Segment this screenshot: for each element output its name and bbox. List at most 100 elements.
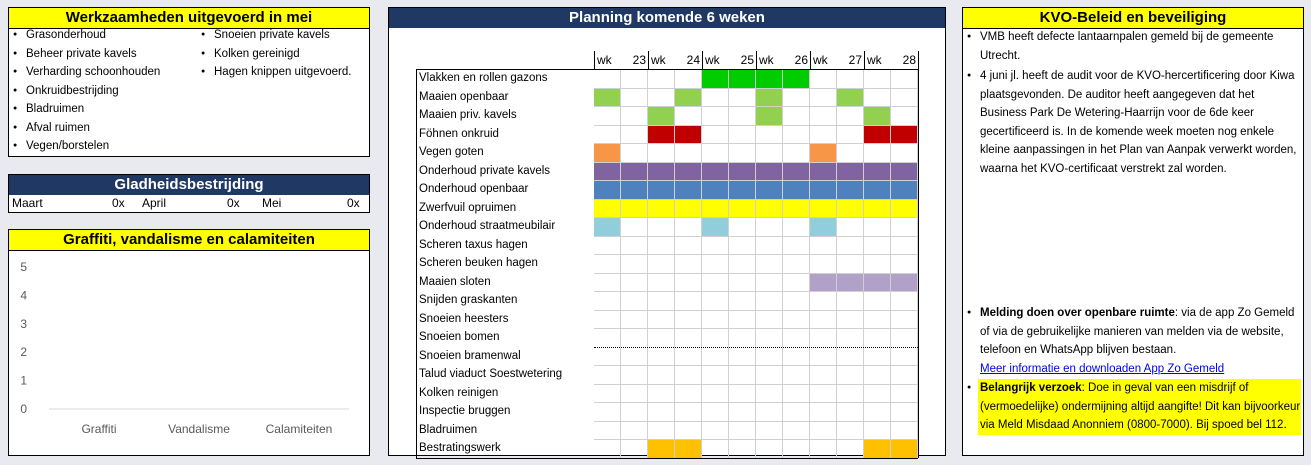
- planning-cell: [648, 255, 675, 273]
- planning-cell: [783, 218, 810, 236]
- planning-cell: [594, 366, 621, 384]
- planning-cell: [594, 70, 621, 88]
- planning-bar: [702, 162, 729, 180]
- planning-cell: [783, 403, 810, 421]
- planning-bar: [594, 181, 621, 199]
- planning-cell: [702, 125, 729, 143]
- planning-bar: [729, 199, 756, 217]
- gladheid-month-2: April: [142, 196, 167, 210]
- planning-cell: [621, 218, 648, 236]
- planning-cell: [864, 236, 891, 254]
- gladheid-month-3: Mei: [262, 196, 282, 210]
- zo-gemeld-link[interactable]: Meer informatie en downloaden App Zo Gem…: [980, 362, 1225, 375]
- verzoek-bold: Belangrijk verzoek: [980, 382, 1082, 394]
- planning-bar: [675, 162, 702, 180]
- planning-cell: [891, 403, 918, 421]
- kvo-item-verzoek: Belangrijk verzoek: Doe in geval van een…: [963, 379, 1301, 435]
- task-name: Zwerfvuil opruimen: [419, 201, 517, 214]
- week-label: wk: [759, 53, 774, 67]
- planning-panel: Planning komende 6 weken wk 23 wk 24 wk 25 wk 2…: [388, 7, 946, 459]
- row-separator: [594, 235, 918, 237]
- x-category-label: Graffiti: [81, 422, 116, 436]
- planning-bar: [675, 88, 702, 106]
- planning-cell: [891, 70, 918, 88]
- planning-bar: [648, 107, 675, 125]
- planning-cell: [783, 255, 810, 273]
- planning-cell: [783, 144, 810, 162]
- planning-cell: [729, 236, 756, 254]
- planning-bar: [648, 199, 675, 217]
- planning-cell: [621, 107, 648, 125]
- werk-item: Snoeien private kavels: [197, 26, 369, 45]
- planning-cell: [810, 70, 837, 88]
- kvo-item-audit: 4 juni jl. heeft de audit voor de KVO-he…: [963, 67, 1299, 178]
- planning-cell: [729, 403, 756, 421]
- planning-cell: [837, 366, 864, 384]
- x-category-label: Vandalisme: [168, 422, 230, 436]
- planning-cell: [837, 310, 864, 328]
- planning-cell: [648, 144, 675, 162]
- werkzaamheden-list-1: GrasonderhoudBeheer private kavelsVerhar…: [9, 26, 199, 156]
- planning-bar: [621, 181, 648, 199]
- gladheid-title: Gladheidsbestrijding: [9, 175, 369, 195]
- planning-bar: [810, 218, 837, 236]
- planning-bar: [810, 144, 837, 162]
- planning-cell: [810, 384, 837, 402]
- planning-cell: [864, 144, 891, 162]
- planning-cell: [756, 384, 783, 402]
- planning-cell: [891, 255, 918, 273]
- planning-cell: [891, 366, 918, 384]
- gladheid-month-1: Maart: [12, 196, 43, 210]
- planning-cell: [729, 384, 756, 402]
- planning-cell: [810, 366, 837, 384]
- planning-bar: [756, 88, 783, 106]
- planning-cell: [675, 273, 702, 291]
- planning-bar: [891, 162, 918, 180]
- planning-cell: [729, 421, 756, 439]
- kvo-list: VMB heeft defecte lantaarnpalen gemeld b…: [963, 28, 1299, 178]
- planning-cell: [783, 125, 810, 143]
- planning-cell: [837, 384, 864, 402]
- planning-cell: [594, 125, 621, 143]
- planning-cell: [702, 329, 729, 347]
- planning-cell: [702, 236, 729, 254]
- planning-cell: [783, 384, 810, 402]
- planning-cell: [756, 273, 783, 291]
- planning-cell: [837, 347, 864, 365]
- planning-cell: [729, 347, 756, 365]
- task-name: Kolken reinigen: [419, 386, 499, 399]
- gladheid-value-2: 0x: [227, 196, 240, 210]
- planning-cell: [810, 125, 837, 143]
- planning-bar: [594, 218, 621, 236]
- planning-cell: [783, 329, 810, 347]
- werk-item: Onkruidbestrijding: [9, 82, 199, 101]
- planning-cell: [648, 310, 675, 328]
- task-name: Scheren beuken hagen: [419, 257, 538, 269]
- planning-cell: [810, 329, 837, 347]
- planning-cell: [594, 292, 621, 310]
- week-label: wk: [651, 53, 666, 67]
- week-label: wk: [705, 53, 720, 67]
- verzoek-highlight: Belangrijk verzoek: Doe in geval van een…: [978, 379, 1301, 435]
- planning-cell: [594, 255, 621, 273]
- planning-cell: [756, 236, 783, 254]
- task-name: Bestratingswerk: [419, 442, 501, 454]
- planning-bar: [756, 181, 783, 199]
- week-number: 25: [740, 53, 754, 67]
- task-name: Talud viaduct Soestwetering: [419, 368, 563, 380]
- planning-cell: [621, 440, 648, 458]
- planning-cell: [648, 70, 675, 88]
- planning-bar: [756, 70, 783, 88]
- planning-cell: [594, 347, 621, 365]
- week-number: 28: [902, 53, 916, 67]
- planning-cell: [783, 421, 810, 439]
- planning-cell: [702, 88, 729, 106]
- task-name: Maaien sloten: [419, 275, 491, 288]
- planning-cell: [783, 88, 810, 106]
- planning-cell: [864, 347, 891, 365]
- planning-cell: [864, 329, 891, 347]
- task-name: Scheren taxus hagen: [419, 238, 528, 251]
- week-label: wk: [867, 53, 882, 67]
- planning-cell: [783, 236, 810, 254]
- task-name: Maaien priv. kavels: [419, 109, 517, 121]
